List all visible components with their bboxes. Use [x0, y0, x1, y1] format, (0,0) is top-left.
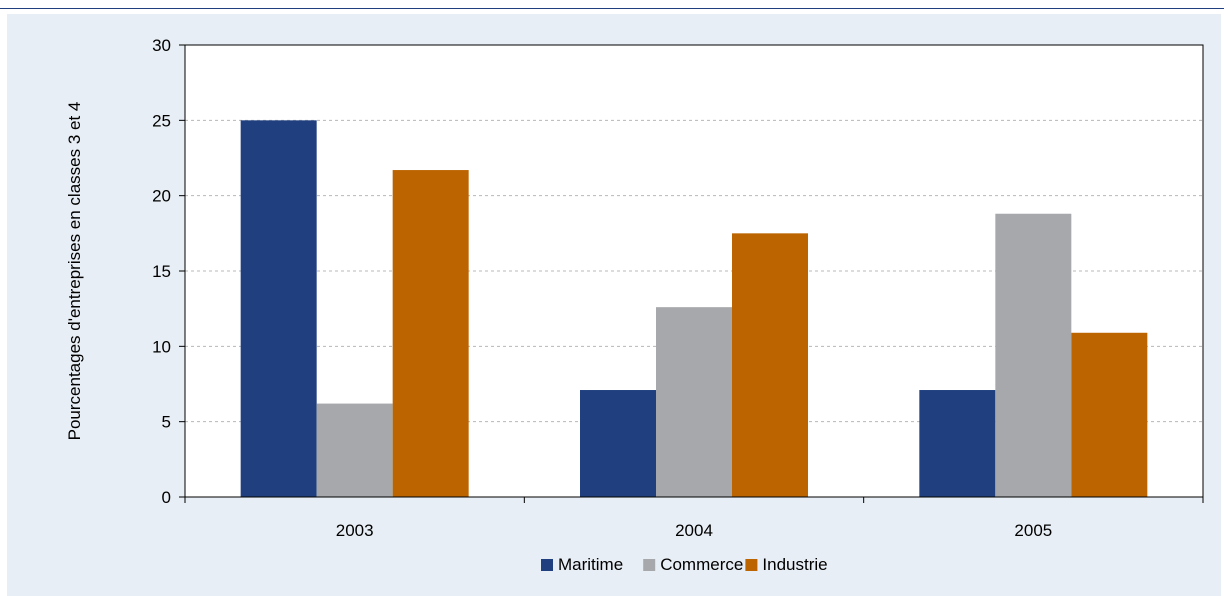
y-tick-label: 20 [152, 187, 171, 206]
y-tick-label: 10 [152, 337, 171, 356]
y-tick-label: 0 [162, 488, 171, 507]
x-tick-label: 2004 [675, 521, 713, 540]
axes: 0 5 10 15 20 25 30 2003 2004 2005 [152, 36, 1204, 540]
bar-industrie-2003 [392, 170, 469, 497]
bar-maritime-2003 [240, 120, 317, 497]
y-tick-label: 15 [152, 262, 171, 281]
legend-label-maritime: Maritime [558, 555, 623, 574]
bar-commerce-2003 [316, 403, 393, 497]
x-tick-label: 2005 [1014, 521, 1052, 540]
y-tick-label: 25 [152, 111, 171, 130]
legend-swatch-commerce [643, 559, 656, 571]
bar-maritime-2005 [919, 390, 996, 497]
x-tick-label: 2003 [336, 521, 374, 540]
bar-industrie-2004 [732, 233, 808, 498]
legend: Maritime Commerce Industrie [541, 555, 828, 574]
bar-maritime-2004 [580, 390, 656, 497]
y-tick-label: 5 [162, 413, 171, 432]
bar-industrie-2005 [1071, 332, 1148, 497]
legend-label-commerce: Commerce [660, 555, 743, 574]
legend-swatch-maritime [541, 559, 553, 571]
bar-commerce-2004 [656, 307, 732, 497]
y-tick-label: 30 [152, 36, 171, 55]
bar-commerce-2005 [995, 213, 1072, 497]
bars [240, 120, 1148, 498]
legend-swatch-industrie [745, 559, 758, 571]
legend-label-industrie: Industrie [762, 555, 827, 574]
y-axis-label: Pourcentages d'entreprises en classes 3 … [65, 102, 84, 441]
header-rule [0, 8, 1224, 9]
